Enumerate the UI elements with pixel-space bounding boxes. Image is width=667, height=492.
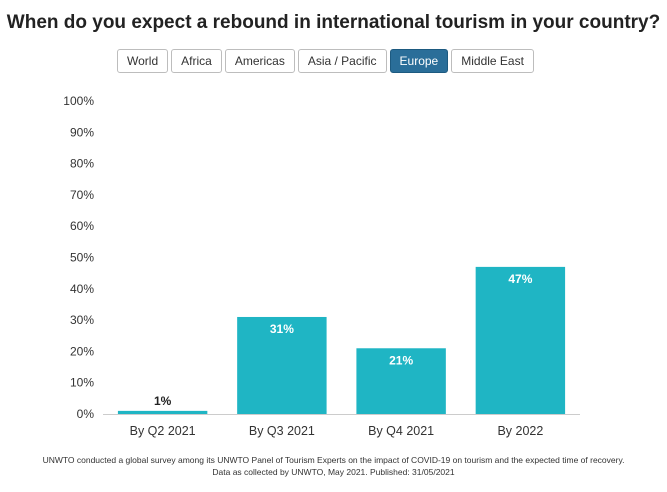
tab-africa[interactable]: Africa (171, 49, 222, 73)
tab-americas[interactable]: Americas (224, 49, 295, 73)
x-tick-label: By 2022 (497, 424, 543, 438)
y-tick-label: 50% (70, 251, 94, 265)
data-label: 1% (154, 394, 172, 408)
x-tick-label: By Q4 2021 (368, 424, 434, 438)
x-tick-label: By Q3 2021 (249, 424, 315, 438)
data-label: 47% (508, 272, 532, 286)
y-tick-label: 70% (70, 188, 94, 202)
tab-asia-pacific[interactable]: Asia / Pacific (297, 49, 387, 73)
y-tick-label: 80% (70, 157, 94, 171)
footnote: UNWTO conducted a global survey among it… (0, 454, 667, 478)
bar (237, 316, 327, 414)
tab-europe[interactable]: Europe (389, 49, 449, 73)
y-tick-label: 20% (70, 344, 94, 358)
y-tick-label: 100% (63, 94, 94, 108)
x-tick-label: By Q2 2021 (130, 424, 196, 438)
y-tick-label: 60% (70, 219, 94, 233)
y-tick-label: 10% (70, 376, 94, 390)
footnote-line-1: UNWTO conducted a global survey among it… (42, 455, 625, 465)
footnote-line-2: Data as collected by UNWTO, May 2021. Pu… (212, 467, 455, 477)
tab-middle-east[interactable]: Middle East (451, 49, 534, 73)
y-tick-label: 90% (70, 125, 94, 139)
bar (117, 410, 208, 414)
bar (475, 266, 566, 414)
region-tabs: World Africa Americas Asia / Pacific Eur… (117, 49, 534, 73)
y-tick-label: 30% (70, 313, 94, 327)
data-label: 21% (389, 353, 413, 367)
bar (356, 348, 446, 414)
y-tick-label: 40% (70, 282, 94, 296)
y-tick-label: 0% (77, 407, 95, 421)
chart-title: When do you expect a rebound in internat… (6, 12, 661, 33)
tab-world[interactable]: World (117, 49, 169, 73)
data-label: 31% (270, 322, 294, 336)
